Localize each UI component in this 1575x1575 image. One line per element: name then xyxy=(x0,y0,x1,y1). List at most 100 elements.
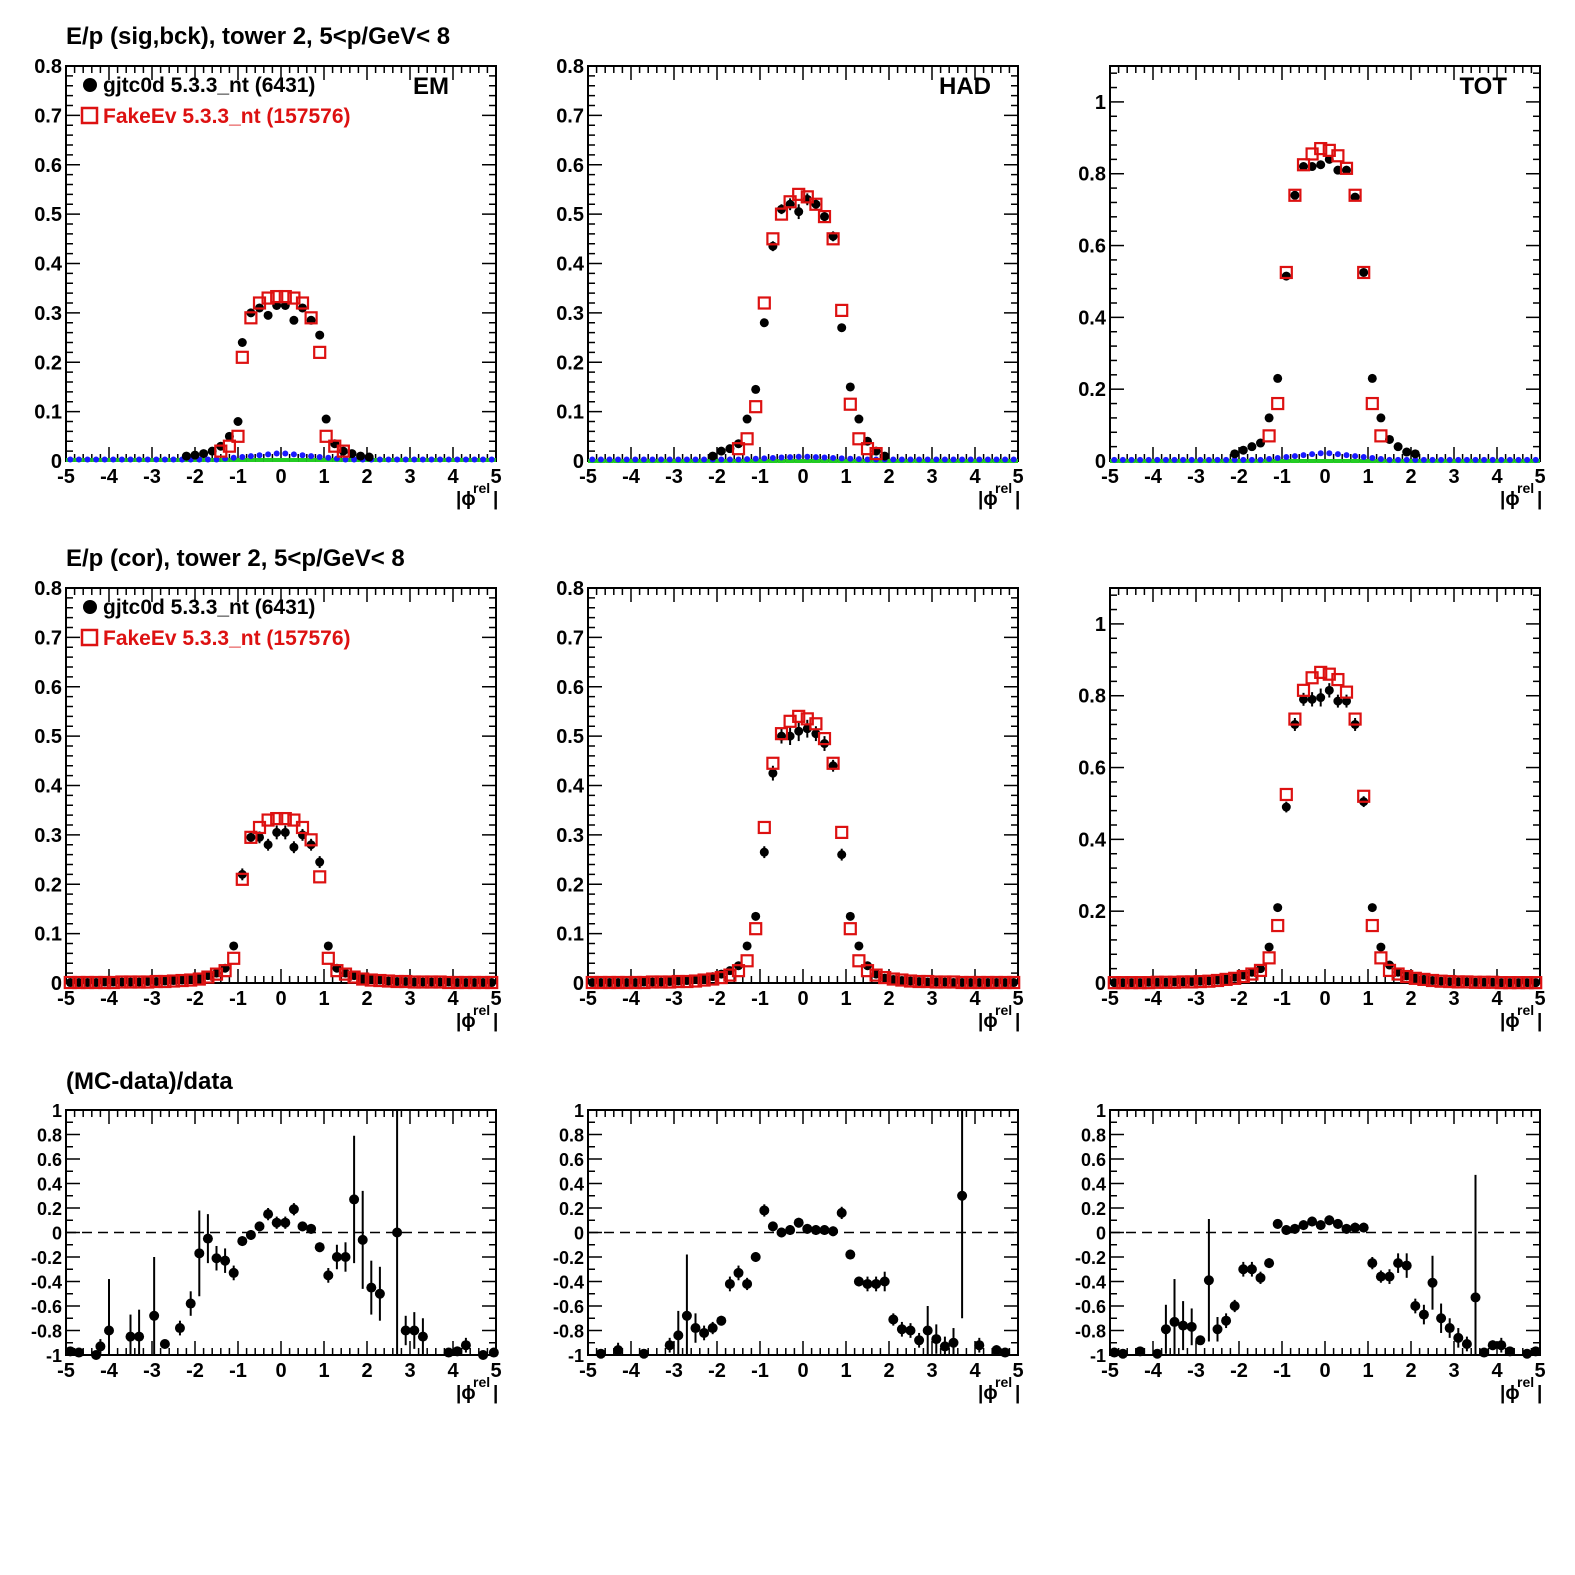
mc-point xyxy=(757,820,771,835)
data-point xyxy=(400,1325,411,1336)
mc-point xyxy=(809,197,823,211)
mc-point xyxy=(714,970,728,985)
mc-point xyxy=(602,975,617,990)
mc-point xyxy=(1339,161,1354,175)
data-point xyxy=(699,1327,710,1338)
mc-point xyxy=(381,974,396,988)
data-point xyxy=(1212,1324,1223,1335)
signal-point xyxy=(1412,456,1419,463)
mc-point xyxy=(1477,975,1491,989)
mc-point xyxy=(390,974,404,989)
signal-point xyxy=(830,454,837,461)
data-point xyxy=(1273,373,1283,383)
signal-point xyxy=(1532,456,1539,463)
panel-ratio-had: -5 -4 -3 -2 -1 0 1 2 3 4 5 -1 -0.8 -0.6 -0.4 -0.2 0 0.2 0.… xyxy=(553,1101,1024,1404)
mc-point xyxy=(459,975,473,990)
x-tick-label: -3 xyxy=(143,988,161,1010)
y-tick-label: 0.2 xyxy=(1078,379,1106,401)
data-point xyxy=(854,414,864,424)
signal-point xyxy=(471,456,478,463)
x-tick-label: 5 xyxy=(490,1360,501,1382)
x-axis-label-bar: | xyxy=(1015,1011,1020,1032)
mc-point xyxy=(1236,969,1250,984)
signal-point xyxy=(213,456,220,463)
x-tick-label: 4 xyxy=(1491,1360,1503,1382)
mc-point xyxy=(485,975,499,990)
x-tick-label: 5 xyxy=(1012,1360,1023,1382)
signal-point xyxy=(735,456,742,463)
x-tick-label: -3 xyxy=(1187,1360,1205,1382)
signal-point xyxy=(976,456,983,463)
data-point xyxy=(1410,449,1420,459)
signal-point xyxy=(1352,453,1359,460)
signal-point xyxy=(1266,455,1273,462)
y-tick-label: -0.8 xyxy=(31,1322,62,1342)
y-tick-label: 0.8 xyxy=(37,1126,62,1146)
signal-point xyxy=(838,455,845,462)
mc-point xyxy=(1374,951,1388,965)
data-point xyxy=(392,1227,403,1238)
x-tick-label: 0 xyxy=(275,466,286,488)
y-tick-label: 0.8 xyxy=(34,578,62,600)
signal-point xyxy=(1472,456,1479,463)
data-point xyxy=(460,1340,471,1351)
mc-point xyxy=(1107,976,1121,990)
y-tick-label: 0.2 xyxy=(34,352,62,374)
mc-point xyxy=(442,975,456,990)
signal-point xyxy=(1317,450,1324,457)
data-point xyxy=(750,1252,761,1262)
data-point xyxy=(289,842,299,852)
x-axis-label-bar: | xyxy=(493,489,498,510)
signal-point xyxy=(419,456,426,463)
signal-point xyxy=(67,456,74,463)
y-tick-label: 0.5 xyxy=(556,204,584,226)
mc-point xyxy=(295,296,310,310)
x-tick-label: -4 xyxy=(100,1360,119,1382)
mc-point xyxy=(304,311,318,325)
signal-point xyxy=(1154,456,1161,463)
y-tick-label: -0.4 xyxy=(31,1273,62,1293)
signal-point xyxy=(916,456,923,463)
mc-point xyxy=(227,951,241,965)
signal-point xyxy=(1334,451,1341,458)
plots: -5 -4 -3 -2 -1 0 1 2 3 4 5 0 0.1 0.2 0.3 0.4 0.5 0.6 0.7 0.… xyxy=(31,56,1546,1404)
data-point xyxy=(1410,1301,1421,1311)
mc-point xyxy=(809,717,823,731)
mc-point xyxy=(209,967,224,981)
data-point xyxy=(638,1348,649,1359)
y-tick-label: 0.8 xyxy=(1081,1126,1106,1146)
y-tick-label: -0.6 xyxy=(31,1297,62,1317)
data-point xyxy=(1504,1346,1515,1357)
x-tick-label: 2 xyxy=(883,988,894,1010)
data-point xyxy=(768,768,778,778)
signal-point xyxy=(1205,456,1212,463)
x-tick-label: 2 xyxy=(1405,1360,1416,1382)
mc-point xyxy=(981,975,995,990)
data-point xyxy=(1522,1348,1533,1359)
signal-point xyxy=(701,456,708,463)
data-point xyxy=(828,1226,839,1237)
data-point xyxy=(280,827,290,837)
mc-point xyxy=(835,825,849,840)
legend-data-marker xyxy=(83,600,97,614)
data-point xyxy=(199,449,209,459)
x-axis-label-bar: | xyxy=(1015,489,1020,510)
mc-point xyxy=(467,975,482,990)
mc-point xyxy=(132,975,146,989)
mc-point xyxy=(1443,974,1457,989)
x-tick-label: 5 xyxy=(1534,1360,1545,1382)
data-point xyxy=(845,382,855,392)
x-tick-label: -5 xyxy=(1101,466,1119,488)
mc-point xyxy=(826,756,840,770)
signal-point xyxy=(649,456,656,463)
mc-point xyxy=(1176,975,1190,989)
data-point xyxy=(837,850,847,860)
signal-point xyxy=(1377,455,1384,462)
y-tick-label: 0.1 xyxy=(34,924,62,946)
x-axis-label: |ϕ xyxy=(978,1011,998,1032)
data-point xyxy=(802,1223,813,1234)
mc-point xyxy=(149,974,163,989)
mc-point xyxy=(1202,974,1216,988)
plot-frame xyxy=(1109,65,1541,462)
x-tick-label: -5 xyxy=(57,988,75,1010)
